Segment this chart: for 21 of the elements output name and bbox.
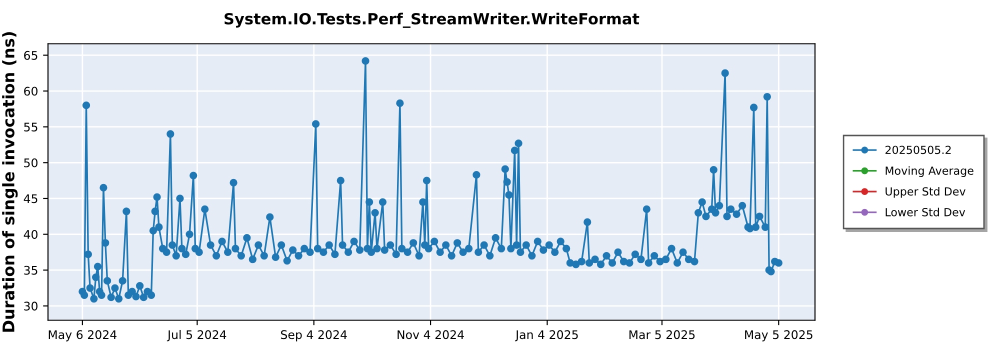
y-tick-label: 60 [24,86,38,96]
y-tick-label: 50 [24,158,38,168]
legend-label: Lower Std Dev [886,208,966,216]
legend-label: Upper Std Dev [886,187,966,198]
x-tick-label: Jan 4 2025 [514,330,578,342]
x-tick-label: Nov 4 2024 [398,330,464,340]
x-tick-label: May 6 2024 [48,330,116,342]
x-tick-label: May 5 2025 [745,330,812,342]
legend-label: Moving Average [886,166,974,177]
chart-title: System.IO.Tests.Perf_StreamWriter.WriteFormat [224,12,640,28]
y-tick-label: 35 [24,266,38,275]
y-tick-label: 45 [24,194,38,204]
y-tick-label: 40 [24,230,38,239]
x-tick-label: Sep 4 2024 [280,330,347,342]
y-axis-title: Duration of single invocation (ns) [2,32,18,332]
x-tick-label: Jul 5 2024 [166,330,226,342]
y-tick-label: 55 [24,122,38,132]
x-tick-label: Mar 5 2025 [629,330,695,340]
legend-label: 20250505.2 [885,146,951,154]
y-tick-label: 30 [24,302,38,311]
y-tick-label: 65 [24,50,38,60]
